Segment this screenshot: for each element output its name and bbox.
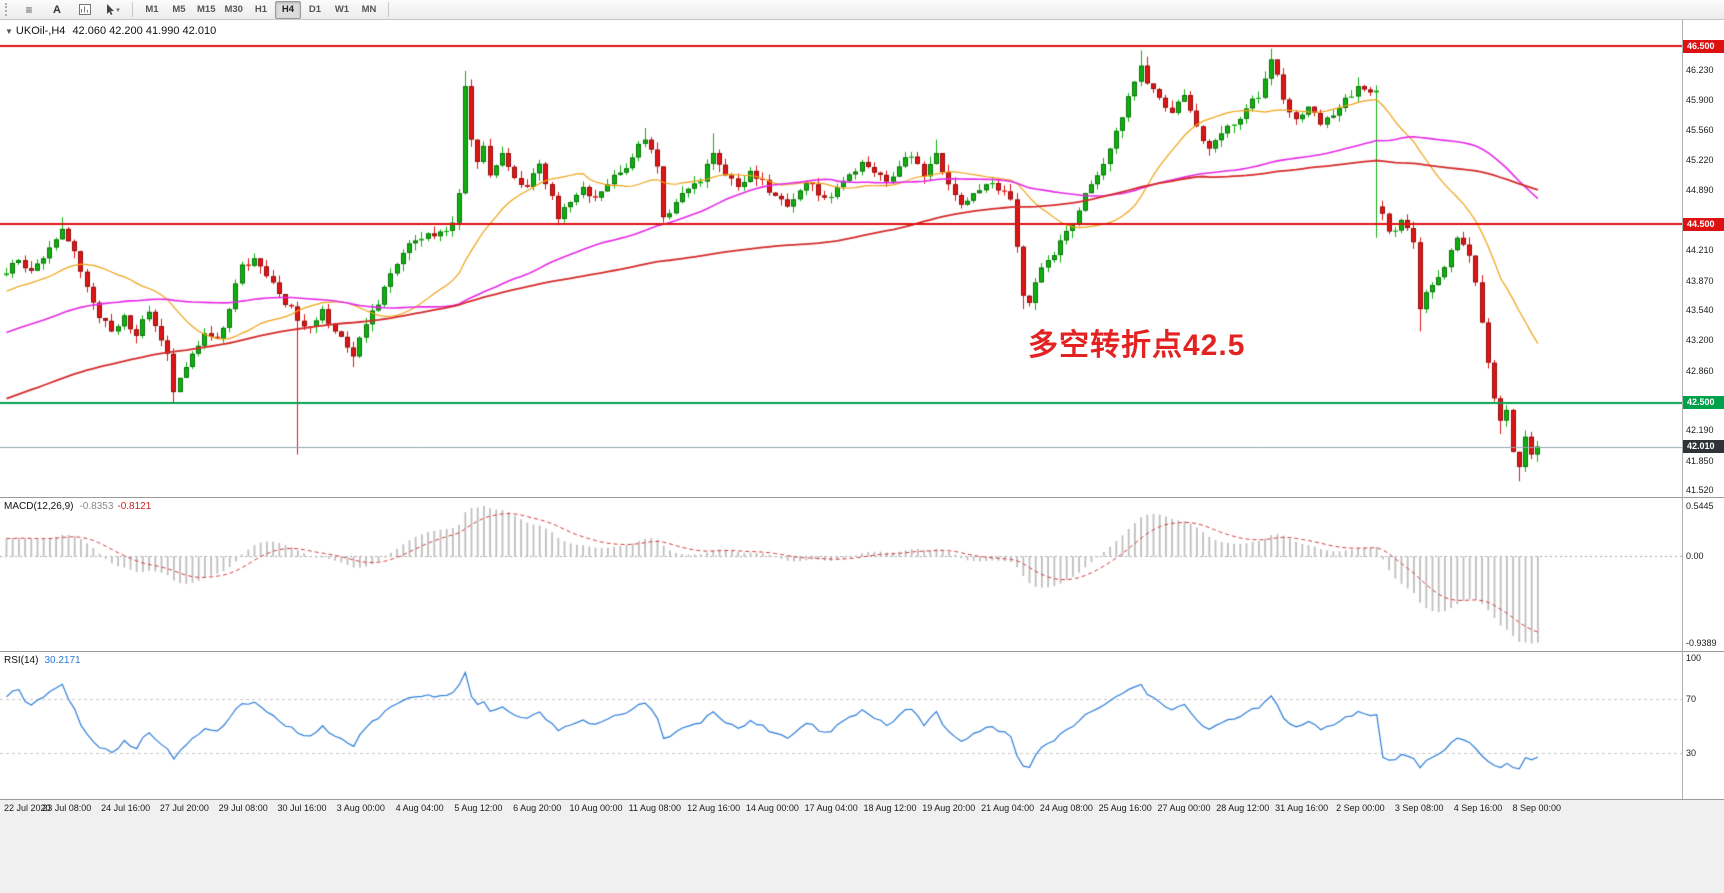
- caret-down-icon: ▾: [116, 6, 120, 14]
- time-axis-label: 29 Jul 08:00: [218, 803, 268, 813]
- timeframe-m5-button[interactable]: M5: [172, 4, 186, 15]
- charts-menu-button[interactable]: ≡: [16, 1, 42, 19]
- time-axis-label: 23 Jul 08:00: [42, 803, 92, 813]
- cursor-icon: [107, 3, 115, 15]
- price-tick-label: 45.220: [1686, 155, 1714, 166]
- time-axis-label: 14 Aug 00:00: [745, 803, 799, 813]
- time-axis-label: 11 Aug 08:00: [628, 803, 681, 813]
- time-axis-label: 10 Aug 00:00: [569, 803, 623, 813]
- time-axis-label: 21 Aug 04:00: [981, 803, 1035, 813]
- rsi-scale-label: 30: [1686, 747, 1697, 758]
- price-scale[interactable]: 46.230 45.900 45.560 45.220 44.890 44.210 43.8…: [1682, 20, 1724, 799]
- time-axis-label: 22 Jul 2020: [4, 803, 51, 813]
- time-axis-label: 31 Aug 16:00: [1275, 803, 1329, 813]
- timeframe-w1-button[interactable]: W1: [334, 4, 350, 15]
- time-axis-label: 18 Aug 12:00: [863, 803, 917, 813]
- timeframe-group: M1 M5 M15 M30 H1 H4 D1 W1 MN: [139, 0, 382, 19]
- rsi-panel: RSI(14) 30.2171: [0, 652, 1724, 799]
- toolbar-separator: [387, 2, 389, 17]
- price-tick-label: 45.560: [1686, 124, 1714, 135]
- chart-window-button[interactable]: [72, 1, 98, 19]
- macd-signal-value: -0.8121: [117, 501, 152, 512]
- chart-ohlc-values: 42.060 42.200 41.990 42.010: [72, 25, 217, 37]
- time-axis-label: 3 Aug 00:00: [336, 803, 385, 813]
- level-price-badge: 46.500: [1683, 39, 1724, 53]
- current-price-badge: 42.010: [1683, 440, 1724, 453]
- panel-separator[interactable]: [0, 651, 1724, 652]
- chart-ohlc-header: ▼ UKOil-,H4 42.060 42.200 41.990 42.010: [5, 25, 216, 37]
- price-tick-label: 42.860: [1686, 365, 1714, 376]
- time-axis-label: 30 Jul 16:00: [277, 803, 327, 813]
- time-axis[interactable]: 22 Jul 2020 23 Jul 08:00 24 Jul 16:00 27 Ju…: [0, 800, 1724, 817]
- timeframe-m1-button[interactable]: M1: [145, 4, 159, 15]
- panel-separator[interactable]: [0, 497, 1724, 498]
- level-price-badge: 44.500: [1683, 217, 1724, 231]
- toolbar-grip[interactable]: [5, 3, 11, 16]
- macd-scale-label: -0.9389: [1686, 638, 1717, 648]
- text-tool-label: A: [53, 3, 61, 16]
- price-tick-label: 46.230: [1686, 65, 1714, 76]
- timeframe-mn-button[interactable]: MN: [361, 4, 377, 15]
- menu-icon: ≡: [25, 2, 33, 17]
- time-axis-label: 5 Aug 12:00: [454, 803, 503, 813]
- time-axis-label: 4 Aug 04:00: [395, 803, 444, 813]
- timeframe-m15-button[interactable]: M15: [197, 4, 216, 15]
- time-axis-label: 6 Aug 20:00: [513, 803, 562, 813]
- time-axis-label: 28 Aug 12:00: [1216, 803, 1270, 813]
- chart-symbol-label: UKOil-,H4: [15, 25, 66, 37]
- rsi-scale-label: 100: [1686, 653, 1702, 663]
- cursor-tool-button[interactable]: ▾: [100, 1, 126, 19]
- collapse-arrow-icon[interactable]: ▼: [5, 27, 13, 36]
- rsi-canvas[interactable]: [0, 652, 1682, 799]
- rsi-name-label: RSI(14): [4, 655, 39, 666]
- time-axis-label: 24 Aug 08:00: [1039, 803, 1093, 813]
- macd-name-label: MACD(12,26,9): [4, 501, 74, 512]
- price-chart-canvas[interactable]: [0, 20, 1682, 497]
- price-tick-label: 41.850: [1686, 455, 1714, 466]
- time-axis-label: 3 Sep 08:00: [1394, 803, 1444, 813]
- annotation-text[interactable]: 多空转折点42.5: [1028, 329, 1246, 362]
- toolbar: ≡ A ▾ M1 M5 M15 M30 H1 H4 D1 W1 MN: [0, 0, 1724, 20]
- timeframe-h4-button[interactable]: H4: [274, 0, 301, 19]
- price-tick-label: 44.890: [1686, 184, 1714, 195]
- panel-separator[interactable]: [0, 799, 1724, 800]
- time-axis-label: 8 Sep 00:00: [1512, 803, 1562, 813]
- price-tick-label: 44.210: [1686, 245, 1714, 256]
- price-tick-label: 41.520: [1686, 485, 1714, 496]
- time-axis-label: 17 Aug 04:00: [804, 803, 858, 813]
- price-tick-label: 43.200: [1686, 335, 1714, 346]
- level-price-badge: 42.500: [1683, 396, 1724, 410]
- rsi-header: RSI(14) 30.2171: [4, 655, 81, 666]
- rsi-value: 30.2171: [44, 655, 81, 666]
- macd-header: MACD(12,26,9) -0.8353 -0.8121: [4, 501, 151, 512]
- timeframe-d1-button[interactable]: D1: [308, 4, 322, 15]
- price-tick-label: 45.900: [1686, 94, 1714, 105]
- time-axis-label: 12 Aug 16:00: [687, 803, 741, 813]
- macd-scale-label: 0.5445: [1686, 501, 1714, 511]
- time-axis-label: 24 Jul 16:00: [101, 803, 151, 813]
- time-axis-label: 27 Jul 20:00: [159, 803, 209, 813]
- macd-canvas[interactable]: [0, 498, 1682, 651]
- macd-main-value: -0.8353: [79, 501, 114, 512]
- rsi-scale-label: 70: [1686, 693, 1697, 704]
- text-tool-button[interactable]: A: [44, 1, 70, 19]
- time-axis-label: 27 Aug 00:00: [1157, 803, 1211, 813]
- price-tick-label: 42.190: [1686, 425, 1714, 436]
- timeframe-h1-button[interactable]: H1: [254, 4, 268, 15]
- price-tick-label: 43.540: [1686, 305, 1714, 316]
- time-axis-label: 2 Sep 00:00: [1336, 803, 1385, 813]
- macd-panel: MACD(12,26,9) -0.8353 -0.8121: [0, 498, 1724, 651]
- timeframe-m30-button[interactable]: M30: [224, 4, 243, 15]
- macd-scale-label: 0.00: [1686, 551, 1704, 562]
- time-axis-label: 25 Aug 16:00: [1098, 803, 1152, 813]
- time-axis-label: 19 Aug 20:00: [922, 803, 976, 813]
- chart-window-icon: [79, 4, 91, 15]
- price-tick-label: 43.870: [1686, 275, 1714, 286]
- main-chart-panel: ▼ UKOil-,H4 42.060 42.200 41.990 42.010 多空…: [0, 20, 1724, 497]
- time-axis-label: 4 Sep 16:00: [1453, 803, 1503, 813]
- toolbar-separator: [132, 2, 133, 17]
